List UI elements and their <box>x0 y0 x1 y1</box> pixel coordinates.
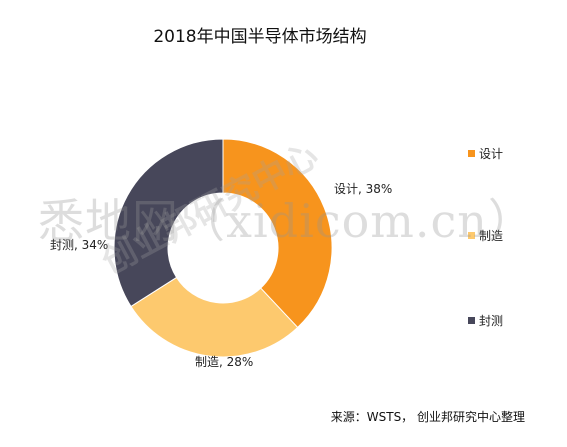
slice-2 <box>113 138 224 308</box>
legend-swatch-manufacture <box>468 232 475 239</box>
slice-1 <box>130 276 299 358</box>
watermark-main: 悉地网（xidicom.cn） <box>38 194 535 248</box>
legend-label-manufacture: 制造 <box>479 229 504 243</box>
slice-label-0: 设计, 38% <box>334 182 392 196</box>
slice-label-2: 封测, 34% <box>50 238 108 252</box>
chart-title: 2018年中国半导体市场结构 <box>153 27 367 47</box>
labels-group: 设计, 38% 制造, 28% 封测, 34% <box>50 182 392 369</box>
slices-group <box>113 138 333 358</box>
legend-item-packaging: 封测 <box>468 312 503 329</box>
legend-swatch-design <box>468 150 475 157</box>
legend-label-packaging: 封测 <box>479 314 504 328</box>
legend-item-manufacture: 制造 <box>468 227 503 244</box>
legend-item-design: 设计 <box>468 145 503 162</box>
slice-0 <box>222 138 333 329</box>
legend-swatch-packaging <box>468 317 475 324</box>
source-note: 来源：WSTS， 创业邦研究中心整理 <box>330 410 525 424</box>
legend-label-design: 设计 <box>479 147 504 161</box>
slice-label-1: 制造, 28% <box>195 355 253 369</box>
